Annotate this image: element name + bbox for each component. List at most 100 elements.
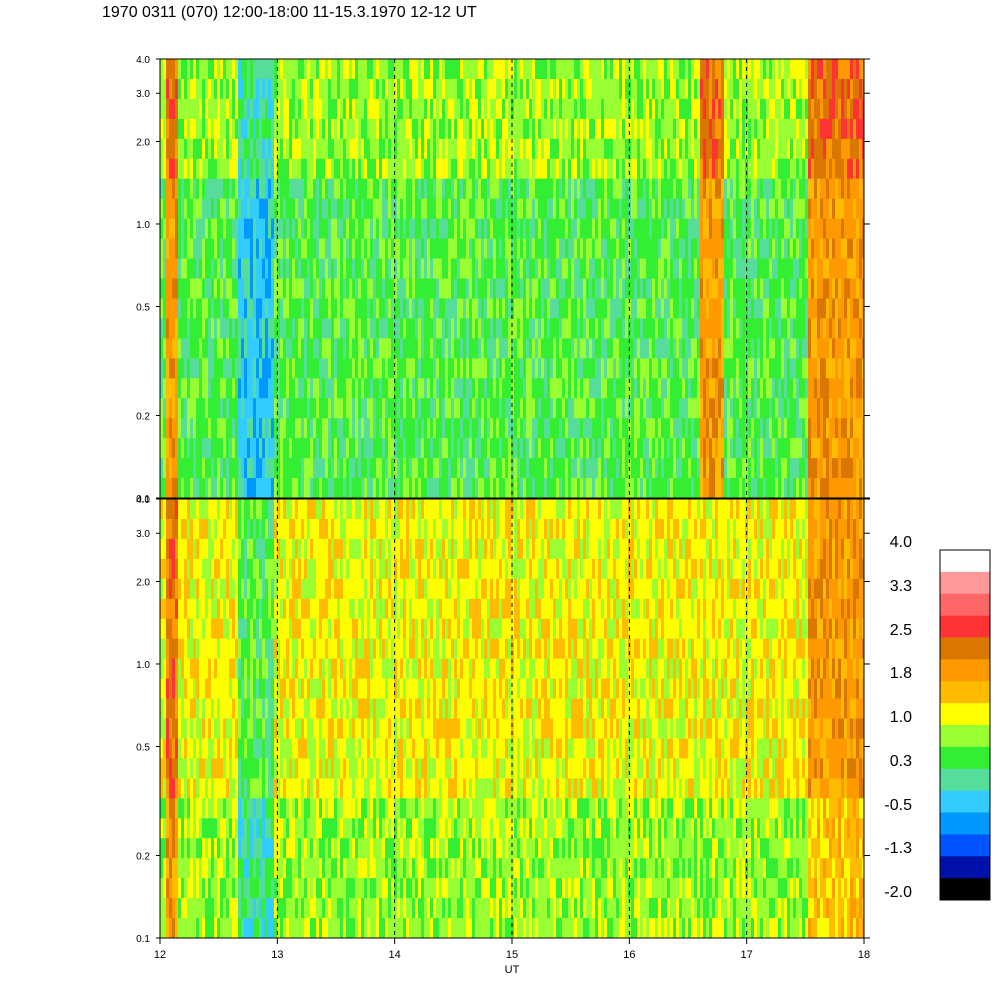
heatmap-cell [529, 118, 533, 140]
heatmap-cell [361, 438, 365, 459]
heatmap-cell [613, 278, 617, 299]
heatmap-cell [304, 79, 308, 100]
heatmap-cell [211, 338, 215, 359]
heatmap-cell [316, 338, 320, 359]
heatmap-cell [790, 338, 794, 359]
heatmap-cell [229, 378, 233, 399]
heatmap-cell [652, 378, 656, 399]
heatmap-cell [178, 59, 182, 80]
heatmap-cell [445, 138, 449, 160]
heatmap-cell [508, 338, 512, 359]
heatmap-cell [703, 118, 707, 140]
heatmap-cell [232, 338, 236, 359]
heatmap-cell [532, 138, 536, 160]
heatmap-cell [715, 458, 719, 479]
heatmap-cell [433, 178, 437, 200]
heatmap-cell [583, 158, 587, 180]
heatmap-cell [313, 79, 317, 100]
heatmap-cell [340, 178, 344, 200]
heatmap-cell [730, 418, 734, 439]
heatmap-cell [430, 138, 434, 160]
heatmap-cell [748, 59, 752, 80]
heatmap-cell [364, 298, 368, 319]
heatmap-cell [499, 118, 503, 140]
heatmap-cell [169, 158, 173, 180]
heatmap-cell [763, 138, 767, 160]
heatmap-cell [496, 118, 500, 140]
heatmap-cell [274, 138, 278, 160]
heatmap-cell [520, 358, 524, 379]
heatmap-cell [577, 158, 581, 180]
heatmap-cell [700, 418, 704, 439]
heatmap-cell [676, 79, 680, 100]
heatmap-cell [559, 358, 563, 379]
heatmap-cell [421, 158, 425, 180]
heatmap-cell [274, 418, 278, 439]
heatmap-cell [838, 238, 842, 260]
heatmap-cell [601, 258, 605, 279]
heatmap-cell [166, 158, 170, 180]
heatmap-cell [703, 98, 707, 120]
heatmap-cell [676, 298, 680, 319]
heatmap-cell [190, 138, 194, 160]
heatmap-cell [793, 458, 797, 479]
heatmap-cell [379, 418, 383, 439]
heatmap-cell [520, 318, 524, 339]
heatmap-cell [481, 59, 485, 80]
heatmap-cell [235, 118, 239, 140]
heatmap-cell [529, 378, 533, 399]
heatmap-cell [514, 138, 518, 160]
heatmap-cell [520, 59, 524, 80]
heatmap-cell [559, 298, 563, 319]
heatmap-cell [769, 218, 773, 240]
heatmap-cell [448, 458, 452, 479]
heatmap-cell [181, 298, 185, 319]
heatmap-cell [565, 198, 569, 220]
heatmap-cell [442, 198, 446, 220]
heatmap-cell [184, 298, 188, 319]
heatmap-cell [307, 478, 311, 498]
heatmap-cell [259, 318, 263, 339]
heatmap-cell [427, 278, 431, 299]
heatmap-cell [742, 59, 746, 80]
heatmap-cell [385, 378, 389, 399]
heatmap-cell [241, 118, 245, 140]
heatmap-cell [553, 158, 557, 180]
heatmap-cell [760, 258, 764, 279]
heatmap-cell [187, 378, 191, 399]
heatmap-cell [541, 258, 545, 279]
heatmap-cell [655, 178, 659, 200]
heatmap-cell [433, 278, 437, 299]
heatmap-cell [607, 178, 611, 200]
heatmap-cell [349, 418, 353, 439]
heatmap-cell [784, 238, 788, 260]
heatmap-cell [367, 258, 371, 279]
heatmap-cell [754, 118, 758, 140]
heatmap-cell [535, 478, 539, 498]
heatmap-cell [376, 218, 380, 240]
heatmap-cell [250, 218, 254, 240]
heatmap-cell [247, 298, 251, 319]
heatmap-cell [601, 238, 605, 260]
heatmap-cell [640, 438, 644, 459]
heatmap-cell [373, 178, 377, 200]
heatmap-cell [265, 398, 269, 419]
heatmap-cell [193, 418, 197, 439]
heatmap-cell [373, 218, 377, 240]
heatmap-cell [604, 318, 608, 339]
heatmap-cell [616, 98, 620, 120]
heatmap-cell [301, 198, 305, 220]
heatmap-cell [778, 79, 782, 100]
heatmap-cell [727, 358, 731, 379]
heatmap-cell [496, 79, 500, 100]
heatmap-cell [790, 438, 794, 459]
heatmap-cell [526, 278, 530, 299]
heatmap-cell [538, 398, 542, 419]
heatmap-cell [217, 59, 221, 80]
heatmap-cell [829, 278, 833, 299]
heatmap-cell [826, 138, 830, 160]
heatmap-cell [625, 218, 629, 240]
heatmap-cell [763, 438, 767, 459]
heatmap-cell [808, 118, 812, 140]
heatmap-cell [679, 338, 683, 359]
